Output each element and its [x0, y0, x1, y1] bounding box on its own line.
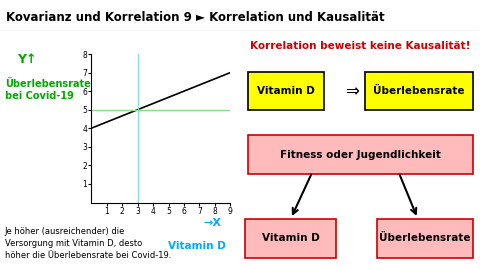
Text: Vitamin D: Vitamin D [168, 241, 226, 251]
Text: ⇒: ⇒ [345, 82, 359, 100]
Text: Überlebensrate: Überlebensrate [379, 234, 471, 244]
Text: Je höher (ausreichender) die
Versorgung mit Vitamin D, desto
höher die Überleben: Je höher (ausreichender) die Versorgung … [5, 227, 171, 259]
Text: Y↑: Y↑ [17, 53, 36, 66]
Text: Überlebensrate
bei Covid-19: Überlebensrate bei Covid-19 [5, 79, 91, 101]
Text: Überlebensrate: Überlebensrate [373, 86, 465, 96]
FancyBboxPatch shape [365, 72, 473, 110]
Text: Kovarianz und Korrelation 9 ► Korrelation und Kausalität: Kovarianz und Korrelation 9 ► Korrelatio… [6, 11, 384, 23]
FancyBboxPatch shape [248, 72, 324, 110]
FancyBboxPatch shape [248, 135, 473, 174]
Text: Korrelation beweist keine Kausalität!: Korrelation beweist keine Kausalität! [250, 40, 470, 50]
FancyBboxPatch shape [377, 219, 473, 258]
Text: Fitness oder Jugendlichkeit: Fitness oder Jugendlichkeit [280, 150, 441, 160]
Text: →X: →X [204, 218, 221, 228]
Text: Vitamin D: Vitamin D [257, 86, 315, 96]
Text: Vitamin D: Vitamin D [262, 234, 320, 244]
FancyBboxPatch shape [245, 219, 336, 258]
